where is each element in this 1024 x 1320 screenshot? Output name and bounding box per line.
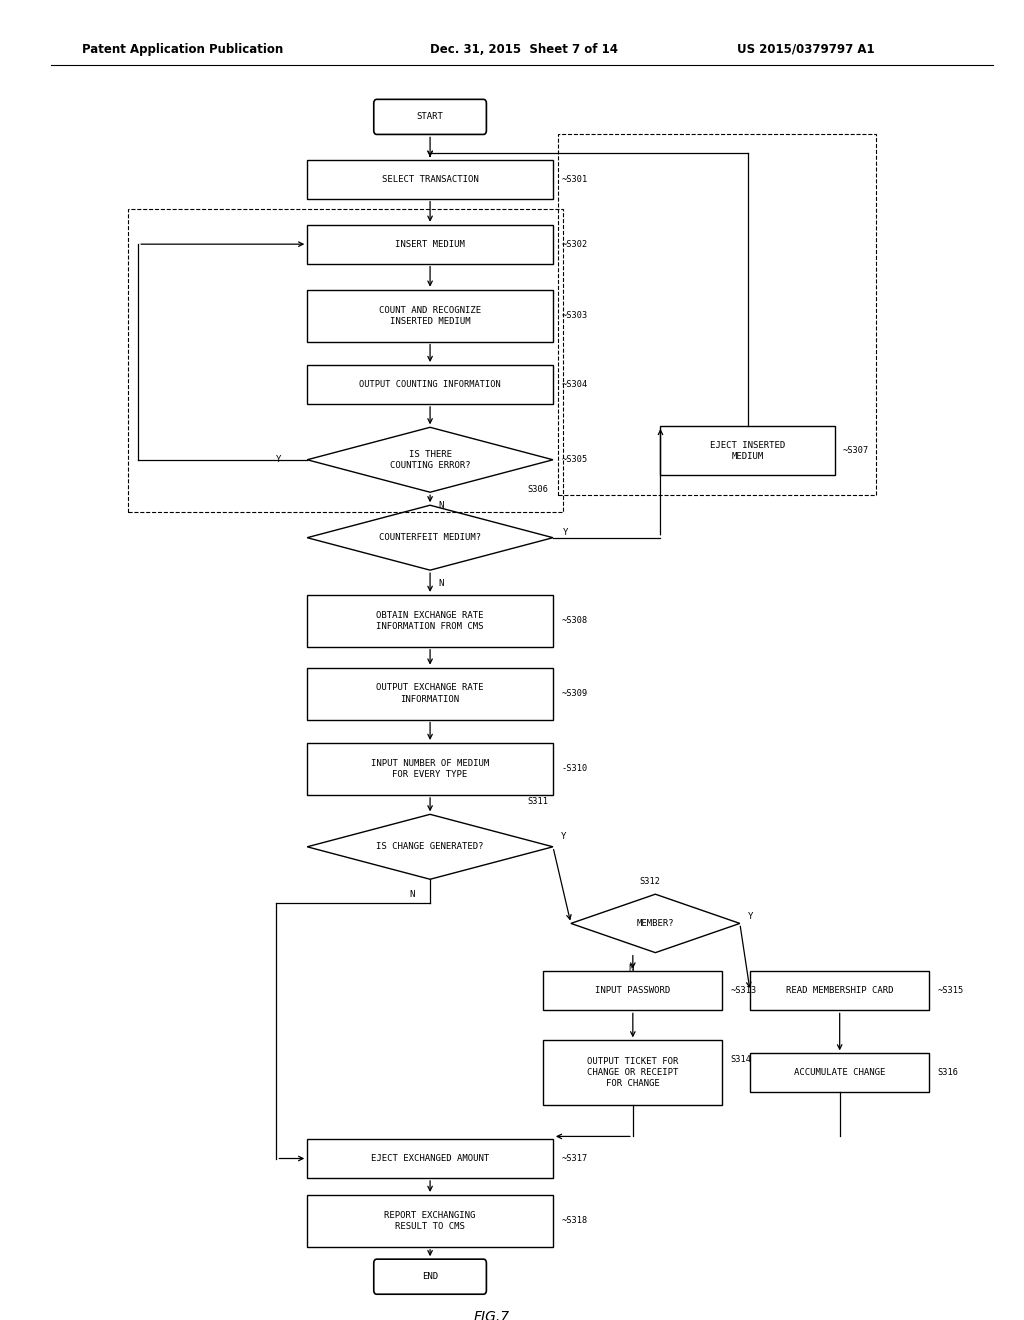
Text: ~S318: ~S318 — [561, 1216, 588, 1225]
Bar — [307, 1195, 553, 1247]
Text: INPUT PASSWORD: INPUT PASSWORD — [595, 986, 671, 995]
Bar — [750, 972, 930, 1010]
Text: S306: S306 — [527, 486, 549, 494]
Bar — [543, 1040, 723, 1105]
Text: OUTPUT TICKET FOR
CHANGE OR RECEIPT
FOR CHANGE: OUTPUT TICKET FOR CHANGE OR RECEIPT FOR … — [587, 1057, 679, 1089]
Bar — [307, 1139, 553, 1177]
Text: IS THERE
COUNTING ERROR?: IS THERE COUNTING ERROR? — [390, 450, 470, 470]
Text: SELECT TRANSACTION: SELECT TRANSACTION — [382, 174, 478, 183]
Text: Y: Y — [275, 455, 282, 465]
Bar — [307, 743, 553, 795]
Text: S316: S316 — [938, 1068, 958, 1077]
Bar — [307, 595, 553, 647]
Text: ~S307: ~S307 — [843, 446, 869, 455]
Text: COUNT AND RECOGNIZE
INSERTED MEDIUM: COUNT AND RECOGNIZE INSERTED MEDIUM — [379, 305, 481, 326]
Text: S312: S312 — [640, 876, 660, 886]
Text: OUTPUT EXCHANGE RATE
INFORMATION: OUTPUT EXCHANGE RATE INFORMATION — [377, 684, 483, 704]
Text: INSERT MEDIUM: INSERT MEDIUM — [395, 240, 465, 248]
Text: S311: S311 — [527, 797, 549, 805]
Text: ~S305: ~S305 — [561, 455, 588, 465]
Bar — [307, 289, 553, 342]
Text: ~S302: ~S302 — [561, 240, 588, 248]
Text: IS CHANGE GENERATED?: IS CHANGE GENERATED? — [377, 842, 483, 851]
Text: REPORT EXCHANGING
RESULT TO CMS: REPORT EXCHANGING RESULT TO CMS — [384, 1210, 476, 1230]
Bar — [660, 426, 835, 475]
Bar — [307, 364, 553, 404]
Text: ACCUMULATE CHANGE: ACCUMULATE CHANGE — [794, 1068, 886, 1077]
Text: ~S309: ~S309 — [561, 689, 588, 698]
Text: INPUT NUMBER OF MEDIUM
FOR EVERY TYPE: INPUT NUMBER OF MEDIUM FOR EVERY TYPE — [371, 759, 489, 779]
Text: ~S317: ~S317 — [561, 1154, 588, 1163]
Text: Patent Application Publication: Patent Application Publication — [82, 42, 284, 55]
Text: ~S315: ~S315 — [938, 986, 964, 995]
Bar — [307, 668, 553, 719]
Text: ~S304: ~S304 — [561, 380, 588, 389]
Text: Y: Y — [563, 528, 568, 537]
Text: ~S303: ~S303 — [561, 312, 588, 321]
Text: READ MEMBERSHIP CARD: READ MEMBERSHIP CARD — [786, 986, 893, 995]
Text: N: N — [438, 500, 443, 510]
Bar — [128, 209, 563, 512]
Bar — [558, 133, 876, 495]
Text: EJECT EXCHANGED AMOUNT: EJECT EXCHANGED AMOUNT — [371, 1154, 489, 1163]
Text: N: N — [629, 964, 634, 973]
Text: S314: S314 — [731, 1055, 752, 1064]
Text: -S310: -S310 — [561, 764, 588, 774]
Bar — [307, 160, 553, 199]
Text: Dec. 31, 2015  Sheet 7 of 14: Dec. 31, 2015 Sheet 7 of 14 — [430, 42, 618, 55]
Text: OUTPUT COUNTING INFORMATION: OUTPUT COUNTING INFORMATION — [359, 380, 501, 389]
Text: OBTAIN EXCHANGE RATE
INFORMATION FROM CMS: OBTAIN EXCHANGE RATE INFORMATION FROM CM… — [377, 611, 483, 631]
Text: Y: Y — [748, 912, 754, 921]
Text: MEMBER?: MEMBER? — [637, 919, 674, 928]
Text: ~S313: ~S313 — [731, 986, 757, 995]
Text: FIG.7: FIG.7 — [473, 1309, 510, 1320]
Text: COUNTERFEIT MEDIUM?: COUNTERFEIT MEDIUM? — [379, 533, 481, 543]
Text: ~S308: ~S308 — [561, 616, 588, 626]
Text: START: START — [417, 112, 443, 121]
Text: ~S301: ~S301 — [561, 174, 588, 183]
Text: END: END — [422, 1272, 438, 1282]
Bar — [750, 1053, 930, 1092]
Bar — [543, 972, 723, 1010]
Bar — [307, 224, 553, 264]
Text: N: N — [410, 891, 415, 899]
Text: N: N — [438, 578, 443, 587]
Text: US 2015/0379797 A1: US 2015/0379797 A1 — [737, 42, 874, 55]
Text: EJECT INSERTED
MEDIUM: EJECT INSERTED MEDIUM — [710, 441, 785, 461]
Text: Y: Y — [561, 832, 566, 841]
